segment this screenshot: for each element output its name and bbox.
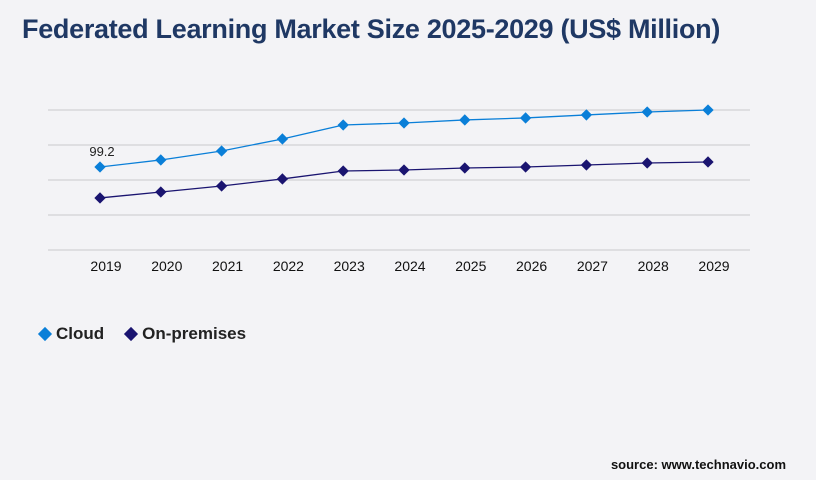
x-tick-label: 2021	[212, 258, 243, 274]
data-point	[519, 161, 532, 173]
x-tick-label: 2022	[273, 258, 304, 274]
legend-marker-on-premises	[124, 326, 139, 342]
data-point	[155, 186, 167, 198]
legend: Cloud On-premises	[37, 324, 247, 344]
data-point	[398, 117, 410, 129]
legend-item-on-premises: On-premises	[124, 324, 247, 344]
data-point	[641, 157, 653, 169]
source-text: source: www.technavio.com	[610, 457, 786, 472]
data-point	[398, 164, 410, 176]
legend-label: Cloud	[56, 324, 105, 343]
legend-marker-cloud	[37, 326, 53, 342]
data-point	[155, 154, 167, 166]
x-tick-label: 2029	[698, 258, 729, 274]
x-tick-label: 2028	[638, 258, 669, 274]
x-tick-label: 2024	[394, 258, 425, 274]
legend-item-cloud: Cloud	[37, 324, 105, 344]
data-point	[215, 180, 228, 192]
data-point	[94, 192, 106, 204]
x-tick-label: 2025	[455, 258, 486, 274]
x-tick-label: 2020	[151, 258, 182, 274]
data-point	[337, 119, 349, 131]
x-tick-label: 2026	[516, 258, 547, 274]
data-point	[702, 156, 714, 168]
data-point	[215, 145, 228, 157]
data-point	[580, 109, 593, 121]
data-point	[702, 104, 714, 116]
data-point	[580, 159, 593, 171]
data-point	[94, 161, 106, 173]
x-tick-label: 2023	[334, 258, 365, 274]
chart-title: Federated Learning Market Size 2025-2029…	[22, 14, 721, 44]
data-point	[519, 112, 532, 124]
x-tick-label: 2019	[90, 258, 121, 274]
data-label: 99.2	[89, 144, 114, 159]
data-point	[459, 114, 471, 126]
data-point	[276, 133, 289, 145]
data-point	[641, 106, 653, 118]
data-point	[337, 165, 349, 177]
x-tick-label: 2027	[577, 258, 608, 274]
data-point	[276, 173, 289, 185]
data-point	[459, 162, 471, 174]
legend-label: On-premises	[142, 324, 247, 343]
